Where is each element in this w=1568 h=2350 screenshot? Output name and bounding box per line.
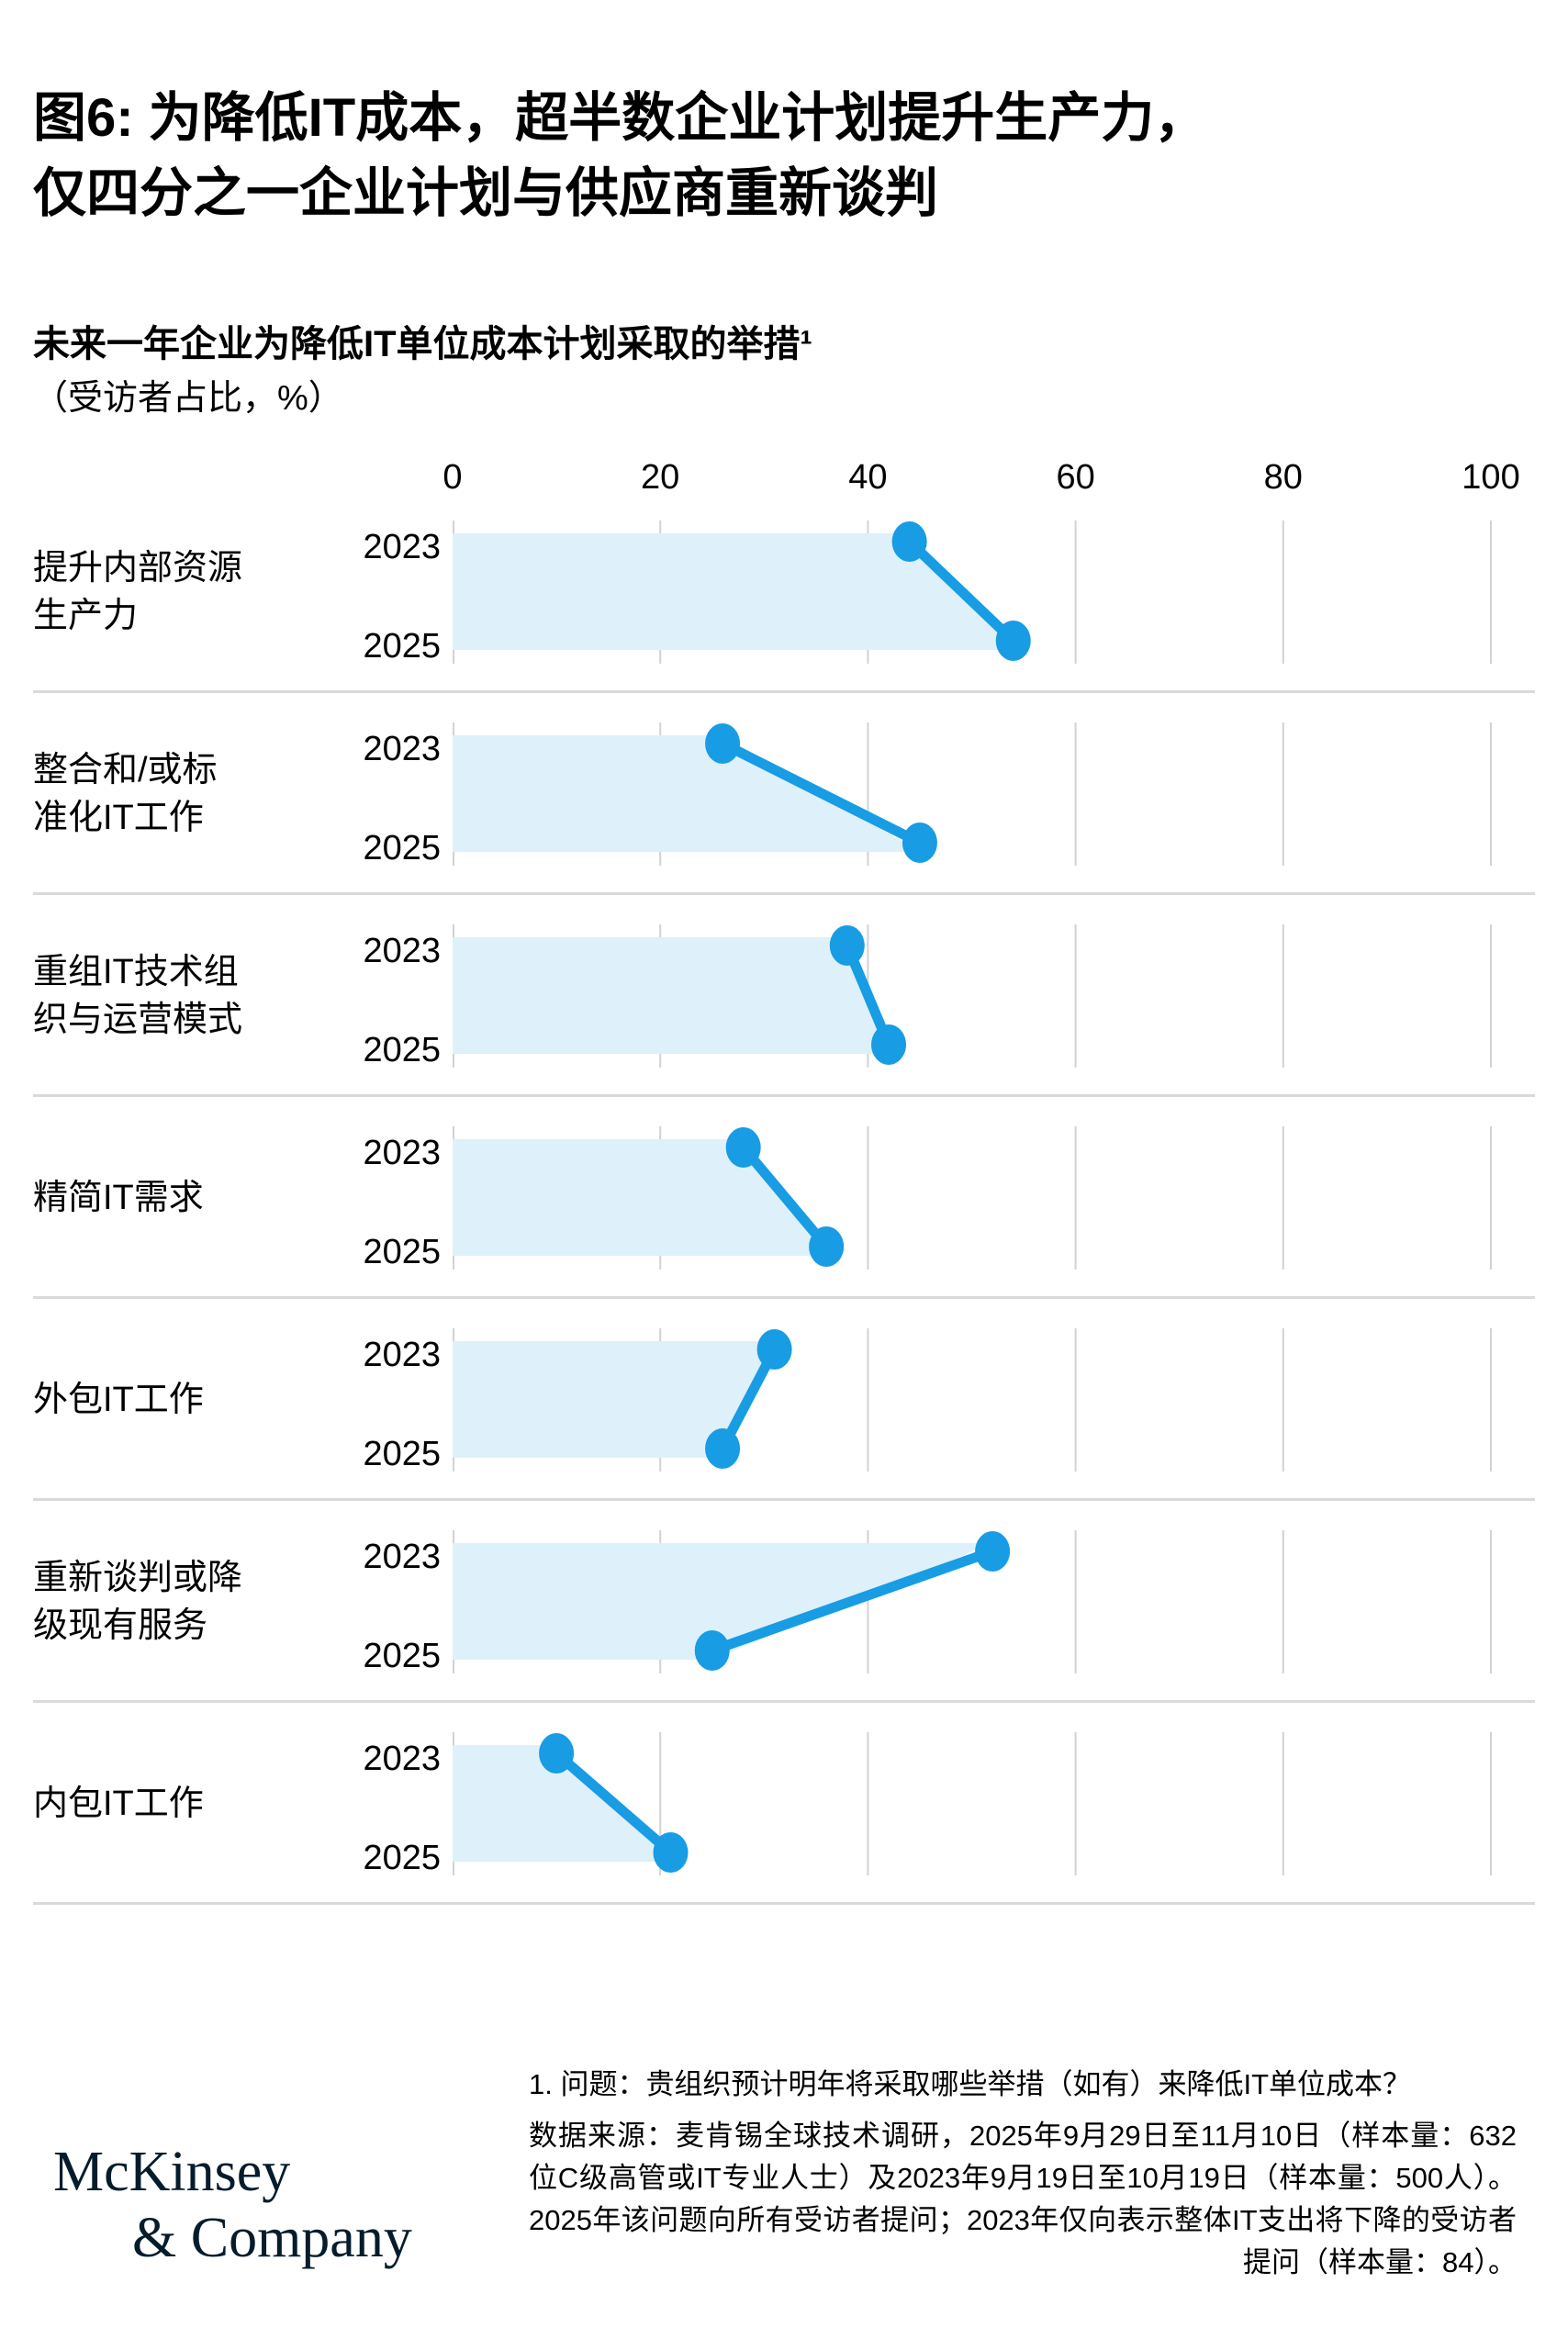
category-block: 外包IT工作 2023 2025 xyxy=(0,1299,1568,1501)
category-label: 重组IT技术组 织与运营模式 xyxy=(33,895,263,1097)
x-axis: 0 20 40 60 80 100 xyxy=(0,457,1568,498)
category-label: 重新谈判或降 级现有服务 xyxy=(33,1501,263,1703)
plot-svg xyxy=(453,1732,1492,1875)
band-area xyxy=(453,735,920,852)
data-point-2025 xyxy=(694,1630,730,1671)
category-label: 外包IT工作 xyxy=(33,1299,263,1501)
row-separator xyxy=(33,1498,1535,1501)
trend-line xyxy=(905,538,1017,644)
x-axis-tick-label: 80 xyxy=(1263,458,1303,497)
x-axis-tick-label: 20 xyxy=(641,458,680,497)
figure-title-line1: 图6: 为降低IT成本，超半数企业计划提升生产力， xyxy=(33,88,1208,148)
mckinsey-logo: McKinsey & Company xyxy=(53,2139,412,2271)
category-label-line: 内包IT工作 xyxy=(33,1785,204,1823)
category-block: 内包IT工作 2023 2025 xyxy=(0,1703,1568,1905)
category-label: 提升内部资源 生产力 xyxy=(33,491,263,693)
plot-svg xyxy=(453,1530,1492,1673)
category-label-line: 织与运营模式 xyxy=(33,1001,243,1039)
row-separator xyxy=(33,892,1535,895)
figure-title-line2: 仅四分之一企业计划与供应商重新谈判 xyxy=(33,163,939,223)
figure-title: 图6: 为降低IT成本，超半数企业计划提升生产力， 仅四分之一企业计划与供应商重… xyxy=(33,81,1207,231)
footnote-question: 1. 问题：贵组织预计明年将采取哪些举措（如有）来降低IT单位成本？ xyxy=(529,2068,1412,2100)
band-area xyxy=(453,1341,775,1458)
data-point-2025 xyxy=(809,1226,845,1267)
x-axis-tick-label: 60 xyxy=(1056,458,1095,497)
year-label: 2025 xyxy=(363,1233,441,1271)
x-axis-tick-label: 40 xyxy=(848,458,888,497)
category-block: 重组IT技术组 织与运营模式 2023 2025 xyxy=(0,895,1568,1097)
year-label: 2023 xyxy=(363,932,441,970)
trend-line xyxy=(710,1546,994,1656)
year-label: 2025 xyxy=(363,627,441,666)
year-label: 2025 xyxy=(363,1435,441,1473)
plot-svg xyxy=(453,722,1492,866)
year-label: 2023 xyxy=(363,1134,441,1172)
trend-line xyxy=(739,1144,831,1250)
plot-svg xyxy=(453,520,1492,664)
trend-line xyxy=(553,1749,675,1857)
category-label-line: 生产力 xyxy=(33,597,139,635)
band-area xyxy=(453,533,1014,650)
plot-svg xyxy=(453,1328,1492,1472)
year-label: 2023 xyxy=(363,1538,441,1576)
data-point-2025 xyxy=(995,621,1031,661)
category-block: 提升内部资源 生产力 2023 2025 xyxy=(0,491,1568,693)
data-point-2023 xyxy=(756,1329,792,1370)
band-area xyxy=(453,1543,993,1660)
year-label: 2023 xyxy=(363,730,441,768)
category-block: 精简IT需求 2023 2025 xyxy=(0,1097,1568,1299)
footnote-source: 数据来源：麦肯锡全球技术调研，2025年9月29日至11月10日（样本量：632… xyxy=(529,2120,1517,2278)
row-separator xyxy=(33,1094,1535,1097)
data-point-2025 xyxy=(653,1832,689,1873)
band-area xyxy=(453,1139,827,1256)
chart-subtitle: 未来一年企业为降低IT单位成本计划采取的举措¹ xyxy=(33,324,812,364)
category-label-line: 外包IT工作 xyxy=(33,1381,204,1419)
year-label: 2023 xyxy=(363,528,441,566)
category-label-line: 重新谈判或降 xyxy=(33,1559,243,1597)
category-label: 内包IT工作 xyxy=(33,1703,263,1905)
year-label: 2025 xyxy=(363,829,441,867)
data-point-2023 xyxy=(891,521,927,562)
plot-svg xyxy=(453,924,1492,1068)
year-label: 2023 xyxy=(363,1336,441,1374)
category-label: 精简IT需求 xyxy=(33,1097,263,1299)
category-block: 整合和/或标 准化IT工作 2023 2025 xyxy=(0,693,1568,895)
category-label: 整合和/或标 准化IT工作 xyxy=(33,693,263,895)
chart: 提升内部资源 生产力 2023 2025 整合和/或标 准化IT工作 2023 2025 重组I… xyxy=(0,491,1568,1909)
category-label-line: 提升内部资源 xyxy=(33,549,243,588)
band-area xyxy=(453,1745,671,1862)
data-point-2025 xyxy=(902,822,937,863)
category-label-line: 重组IT技术组 xyxy=(33,953,239,991)
category-label-line: 精简IT需求 xyxy=(33,1179,204,1217)
data-point-2023 xyxy=(539,1733,575,1774)
data-point-2023 xyxy=(829,925,865,966)
trend-line xyxy=(720,739,923,847)
row-separator xyxy=(33,1902,1535,1905)
plot-svg xyxy=(453,1126,1492,1270)
logo-line1: McKinsey xyxy=(53,2141,291,2203)
year-label: 2025 xyxy=(363,1031,441,1069)
category-label-line: 整合和/或标 xyxy=(33,751,218,789)
row-separator xyxy=(33,690,1535,693)
data-point-2025 xyxy=(705,1428,741,1469)
x-axis-tick-label: 0 xyxy=(442,458,463,497)
data-point-2023 xyxy=(705,723,741,764)
row-separator xyxy=(33,1700,1535,1703)
data-point-2025 xyxy=(871,1024,907,1065)
data-point-2023 xyxy=(975,1531,1011,1572)
unit-label: （受访者占比，%） xyxy=(33,379,343,418)
data-point-2023 xyxy=(725,1127,761,1168)
category-label-line: 级现有服务 xyxy=(33,1606,208,1645)
band-area xyxy=(453,937,890,1054)
year-label: 2023 xyxy=(363,1740,441,1778)
x-axis-tick-label: 100 xyxy=(1462,458,1520,497)
logo-line2: & Company xyxy=(132,2207,412,2269)
category-block: 重新谈判或降 级现有服务 2023 2025 xyxy=(0,1501,1568,1703)
row-separator xyxy=(33,1296,1535,1299)
category-label-line: 准化IT工作 xyxy=(33,799,204,837)
year-label: 2025 xyxy=(363,1637,441,1675)
year-label: 2025 xyxy=(363,1839,441,1877)
